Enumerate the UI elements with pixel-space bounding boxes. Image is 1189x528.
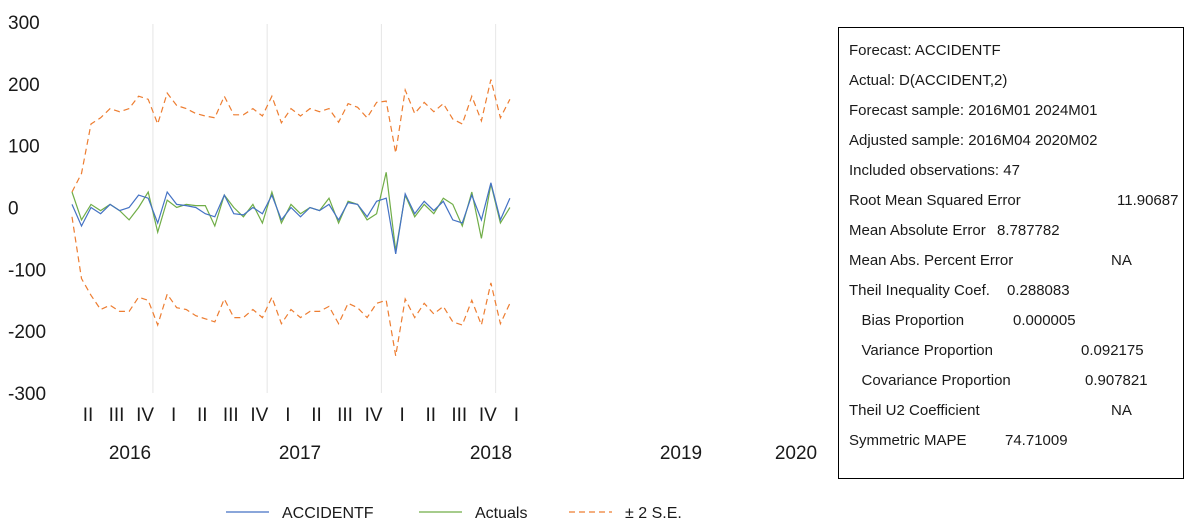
stat-label: Bias Proportion [849, 312, 965, 329]
x-year-label: 2016 [109, 443, 151, 464]
stat-value: 0.288083 [1007, 282, 1070, 299]
stat-label: Root Mean Squared Error [849, 192, 1021, 209]
x-quarter-label: II [311, 405, 322, 426]
x-quarter-label: I [285, 405, 290, 426]
stat-label: Actual: D(ACCIDENT,2) [849, 72, 1008, 89]
x-quarter-label: II [83, 405, 94, 426]
stat-row: Theil Inequality Coef. 0.288083 [849, 276, 1183, 306]
x-quarter-label: IV [136, 405, 154, 426]
x-quarter-label: IV [365, 405, 383, 426]
stat-value: 8.787782 [997, 222, 1060, 239]
vertical-gridlines [152, 24, 497, 393]
x-year-label: 2020 [775, 443, 817, 464]
stat-value: 11.90687 [1117, 192, 1179, 209]
x-quarter-label: IV [250, 405, 268, 426]
legend-label: ACCIDENTF [282, 505, 374, 522]
stat-row: Covariance Proportion 0.907821 [849, 366, 1183, 396]
legend-label: Actuals [475, 505, 527, 522]
x-quarter-label: III [337, 405, 353, 426]
stat-label: Mean Absolute Error [849, 222, 986, 239]
stat-label: Variance Proportion [849, 342, 993, 359]
x-quarter-label: III [451, 405, 467, 426]
stat-label: Covariance Proportion [849, 372, 1011, 389]
stat-label: Adjusted sample: 2016M04 2020M02 [849, 132, 1098, 149]
stat-row: Adjusted sample: 2016M04 2020M02 [849, 126, 1183, 156]
x-quarter-label: II [425, 405, 436, 426]
stat-row: Variance Proportion 0.092175 [849, 336, 1183, 366]
stat-label: Forecast: ACCIDENTF [849, 42, 1001, 59]
stat-label: Forecast sample: 2016M01 2024M01 [849, 102, 1098, 119]
series-lines [71, 79, 511, 357]
stat-label: Theil Inequality Coef. [849, 282, 990, 299]
x-year-label: 2019 [660, 443, 702, 464]
y-tick-label: -300 [8, 384, 46, 405]
stat-row: Forecast: ACCIDENTF [849, 36, 1183, 66]
y-tick-label: 0 [8, 199, 19, 220]
stat-row: Bias Proportion 0.000005 [849, 306, 1183, 336]
stat-row: Mean Absolute Error 8.787782 [849, 216, 1183, 246]
y-tick-label: 300 [8, 13, 40, 34]
x-quarter-label: II [197, 405, 208, 426]
stat-label: Mean Abs. Percent Error [849, 252, 1014, 269]
stat-row: Actual: D(ACCIDENT,2) [849, 66, 1183, 96]
stat-row: Symmetric MAPE 74.71009 [849, 426, 1183, 456]
x-quarter-label: I [514, 405, 519, 426]
x-quarter-label: III [109, 405, 125, 426]
se-band-lower-line [71, 216, 511, 357]
y-axis: 300 200 100 0 -100 -200 -300 [8, 13, 46, 405]
x-quarter-label: I [400, 405, 405, 426]
stat-value: 74.71009 [1005, 432, 1068, 449]
legend-label: ± 2 S.E. [625, 505, 682, 522]
stat-row: Included observations: 47 [849, 156, 1183, 186]
stat-value: 0.907821 [1085, 372, 1148, 389]
stat-row: Forecast sample: 2016M01 2024M01 [849, 96, 1183, 126]
y-tick-label: -100 [8, 260, 46, 281]
x-quarter-label: IV [479, 405, 497, 426]
stat-value: 0.000005 [1013, 312, 1076, 329]
legend: ACCIDENTF Actuals ± 2 S.E. [226, 505, 682, 522]
y-tick-label: 100 [8, 137, 40, 158]
stat-value: NA [1111, 252, 1132, 269]
forecast-statistics-panel: Forecast: ACCIDENTF Actual: D(ACCIDENT,2)… [838, 27, 1184, 479]
accidentf-line [71, 182, 511, 255]
se-band-upper-line [71, 79, 511, 193]
x-year-label: 2018 [470, 443, 512, 464]
actuals-line [71, 172, 511, 251]
stat-value: NA [1111, 402, 1132, 419]
stat-label: Symmetric MAPE [849, 432, 967, 449]
y-tick-label: 200 [8, 75, 40, 96]
stat-row: Root Mean Squared Error 11.90687 [849, 186, 1183, 216]
stat-label: Included observations: 47 [849, 162, 1020, 179]
stat-value: 0.092175 [1081, 342, 1144, 359]
x-quarter-label: III [223, 405, 239, 426]
stat-row: Theil U2 Coefficient NA [849, 396, 1183, 426]
x-quarter-label: I [171, 405, 176, 426]
stat-row: Mean Abs. Percent Error NA [849, 246, 1183, 276]
y-tick-label: -200 [8, 322, 46, 343]
x-year-label: 2017 [279, 443, 321, 464]
stat-label: Theil U2 Coefficient [849, 402, 980, 419]
